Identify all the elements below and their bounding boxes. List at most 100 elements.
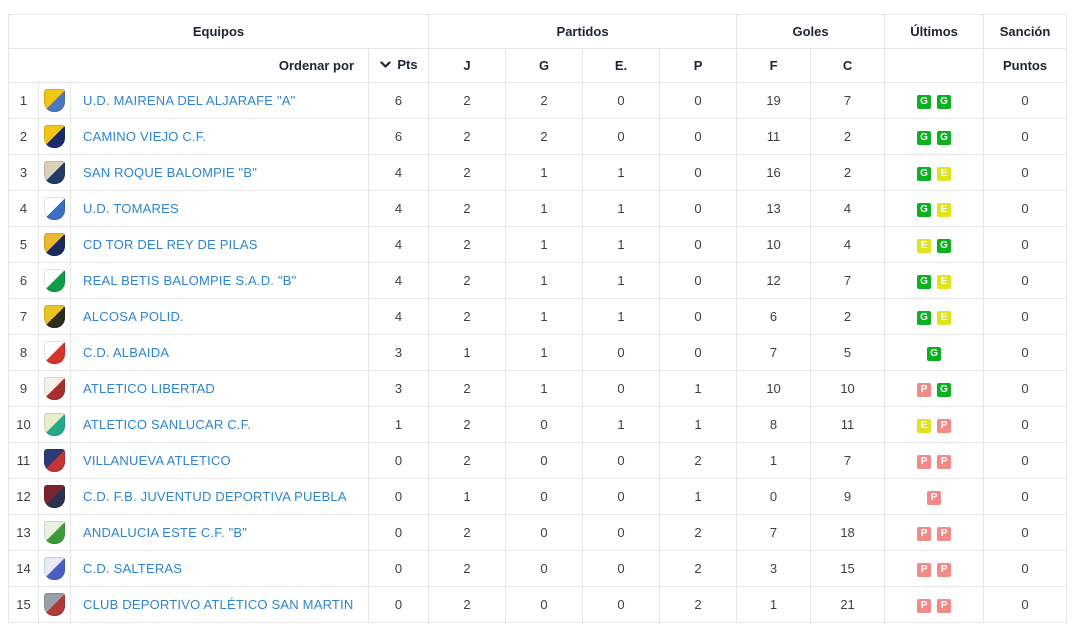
team-link[interactable]: SAN ROQUE BALOMPIE "B" xyxy=(83,165,258,180)
goals-against-cell: 21 xyxy=(810,586,886,623)
team-link[interactable]: ALCOSA POLID. xyxy=(83,309,184,324)
header-partidos: Partidos xyxy=(428,14,738,49)
col-header-j[interactable]: J xyxy=(428,48,507,83)
team-name-cell: ATLETICO SANLUCAR C.F. xyxy=(70,406,369,443)
header-equipos: Equipos xyxy=(7,14,430,49)
team-link[interactable]: ATLETICO LIBERTAD xyxy=(83,381,215,396)
team-link[interactable]: C.D. ALBAIDA xyxy=(83,345,170,360)
goals-for-cell: 7 xyxy=(736,334,812,371)
lost-cell: 0 xyxy=(659,154,738,191)
team-name-cell: U.D. TOMARES xyxy=(70,190,369,227)
team-name-cell: ATLETICO LIBERTAD xyxy=(70,370,369,407)
won-cell: 0 xyxy=(505,550,584,587)
goals-for-cell: 1 xyxy=(736,586,812,623)
lost-cell: 0 xyxy=(659,190,738,227)
pts-cell: 3 xyxy=(367,370,430,407)
lost-cell: 2 xyxy=(659,586,738,623)
team-link[interactable]: U.D. TOMARES xyxy=(83,201,179,216)
logo-cell xyxy=(38,82,71,119)
goals-against-cell: 4 xyxy=(810,226,886,263)
col-header-puntos[interactable]: Puntos xyxy=(983,48,1068,83)
logo-cell xyxy=(38,514,71,551)
table-row: 3 SAN ROQUE BALOMPIE "B" 4 2 1 1 0 16 2 G E 0 xyxy=(8,154,1068,191)
team-link[interactable]: C.D. SALTERAS xyxy=(83,561,183,576)
col-header-g[interactable]: G xyxy=(505,48,584,83)
chevron-down-icon xyxy=(379,58,392,74)
goals-against-cell: 7 xyxy=(810,82,886,119)
team-crest-icon xyxy=(44,449,65,472)
lost-cell: 0 xyxy=(659,226,738,263)
result-badge-g: G xyxy=(917,203,932,217)
drawn-cell: 0 xyxy=(582,334,661,371)
team-link[interactable]: CAMINO VIEJO C.F. xyxy=(83,129,207,144)
table-row: 2 CAMINO VIEJO C.F. 6 2 2 0 0 11 2 G G 0 xyxy=(8,118,1068,155)
sort-pts-header[interactable]: Pts xyxy=(367,48,430,83)
team-link[interactable]: VILLANUEVA ATLETICO xyxy=(83,453,231,468)
team-name-cell: CLUB DEPORTIVO ATLÉTICO SAN MARTIN xyxy=(70,586,369,623)
team-link[interactable]: ANDALUCIA ESTE C.F. "B" xyxy=(83,525,248,540)
played-cell: 2 xyxy=(428,370,507,407)
team-link[interactable]: CLUB DEPORTIVO ATLÉTICO SAN MARTIN xyxy=(83,597,354,612)
sort-pts-label: Pts xyxy=(397,57,418,72)
goals-against-cell: 2 xyxy=(810,118,886,155)
team-link[interactable]: REAL BETIS BALOMPIE S.A.D. "B" xyxy=(83,273,297,288)
result-badge-p: P xyxy=(937,563,952,577)
position-cell: 5 xyxy=(8,226,39,263)
standings-header: Equipos Partidos Goles Últimos Sanción O… xyxy=(7,14,1068,83)
col-header-e[interactable]: E. xyxy=(582,48,661,83)
goals-for-cell: 3 xyxy=(736,550,812,587)
position-cell: 11 xyxy=(8,442,39,479)
goals-for-cell: 12 xyxy=(736,262,812,299)
goals-against-cell: 18 xyxy=(810,514,886,551)
team-crest-icon xyxy=(44,557,65,580)
played-cell: 2 xyxy=(428,514,507,551)
team-link[interactable]: ATLETICO SANLUCAR C.F. xyxy=(83,417,252,432)
team-name-cell: C.D. SALTERAS xyxy=(70,550,369,587)
header-ultimos: Últimos xyxy=(884,14,985,49)
drawn-cell: 1 xyxy=(582,154,661,191)
table-row: 7 ALCOSA POLID. 4 2 1 1 0 6 2 G E 0 xyxy=(8,298,1068,335)
pts-cell: 0 xyxy=(367,442,430,479)
team-link[interactable]: CD TOR DEL REY DE PILAS xyxy=(83,237,258,252)
drawn-cell: 0 xyxy=(582,586,661,623)
lost-cell: 0 xyxy=(659,334,738,371)
team-name-cell: CD TOR DEL REY DE PILAS xyxy=(70,226,369,263)
team-crest-icon xyxy=(44,161,65,184)
drawn-cell: 1 xyxy=(582,406,661,443)
pts-cell: 4 xyxy=(367,190,430,227)
goals-for-cell: 0 xyxy=(736,478,812,515)
position-cell: 6 xyxy=(8,262,39,299)
result-badge-e: E xyxy=(937,167,952,181)
team-link[interactable]: U.D. MAIRENA DEL ALJARAFE "A" xyxy=(83,93,296,108)
played-cell: 1 xyxy=(428,334,507,371)
won-cell: 2 xyxy=(505,118,584,155)
lost-cell: 2 xyxy=(659,514,738,551)
header-sancion: Sanción xyxy=(983,14,1068,49)
goals-for-cell: 1 xyxy=(736,442,812,479)
won-cell: 1 xyxy=(505,226,584,263)
result-badge-e: E xyxy=(937,311,952,325)
played-cell: 2 xyxy=(428,262,507,299)
logo-cell xyxy=(38,586,71,623)
won-cell: 0 xyxy=(505,478,584,515)
pts-cell: 6 xyxy=(367,118,430,155)
won-cell: 2 xyxy=(505,82,584,119)
result-badge-p: P xyxy=(937,599,952,613)
col-header-ultimos-empty xyxy=(884,48,985,83)
team-crest-icon xyxy=(44,269,65,292)
result-badge-p: P xyxy=(937,419,952,433)
sanction-points-cell: 0 xyxy=(983,262,1068,299)
team-crest-icon xyxy=(44,521,65,544)
col-header-c[interactable]: C xyxy=(810,48,886,83)
logo-cell xyxy=(38,550,71,587)
position-cell: 8 xyxy=(8,334,39,371)
col-header-f[interactable]: F xyxy=(736,48,812,83)
team-link[interactable]: C.D. F.B. JUVENTUD DEPORTIVA PUEBLA xyxy=(83,489,347,504)
won-cell: 1 xyxy=(505,262,584,299)
col-header-p[interactable]: P xyxy=(659,48,738,83)
table-row: 4 U.D. TOMARES 4 2 1 1 0 13 4 G E 0 xyxy=(8,190,1068,227)
